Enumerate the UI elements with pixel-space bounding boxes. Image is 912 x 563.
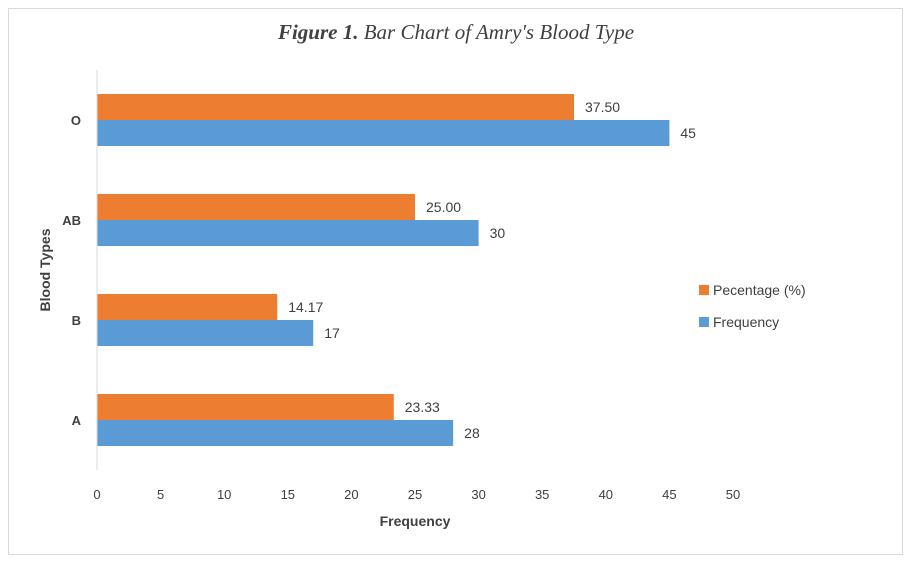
x-tick-label-5: 5: [157, 487, 164, 502]
bar-ab-frequency: [97, 220, 479, 246]
bar-o-percentage: [97, 94, 574, 120]
bars-group: [97, 94, 670, 446]
x-tick-label-20: 20: [344, 487, 358, 502]
x-tick-label-10: 10: [217, 487, 231, 502]
bar-ab-percentage: [97, 194, 415, 220]
bar-a-frequency: [97, 420, 454, 446]
x-tick-label-30: 30: [471, 487, 485, 502]
data-label-o-frequency: 45: [680, 125, 696, 141]
data-label-a-frequency: 28: [464, 425, 480, 441]
bar-o-frequency: [97, 120, 670, 146]
bar-b-frequency: [97, 320, 314, 346]
x-tick-label-15: 15: [281, 487, 295, 502]
legend-swatch-frequency: [699, 317, 709, 327]
y-axis-title: Blood Types: [37, 228, 53, 311]
category-label-b: B: [72, 313, 81, 328]
legend-swatch-percentage: [699, 285, 709, 295]
category-labels-group: O AB B A: [62, 113, 81, 428]
data-label-ab-percentage: 25.00: [426, 199, 461, 215]
tick-labels-group: 0 5 10 15 20 25 30 35 40 45 50: [93, 487, 740, 502]
legend: Pecentage (%) Frequency: [699, 282, 806, 330]
x-tick-label-50: 50: [726, 487, 740, 502]
bar-a-percentage: [97, 394, 394, 420]
data-label-b-frequency: 17: [324, 325, 340, 341]
chart-title: Figure 1. Bar Chart of Amry's Blood Type: [0, 20, 912, 45]
data-label-ab-frequency: 30: [490, 225, 506, 241]
data-label-b-percentage: 14.17: [288, 299, 323, 315]
bar-b-percentage: [97, 294, 278, 320]
category-label-o: O: [71, 113, 81, 128]
legend-label-percentage: Pecentage (%): [713, 282, 806, 298]
chart-title-rest: Bar Chart of Amry's Blood Type: [358, 20, 635, 44]
category-label-a: A: [72, 413, 82, 428]
chart-title-bold: Figure 1.: [277, 20, 359, 44]
x-tick-label-40: 40: [599, 487, 613, 502]
data-label-o-percentage: 37.50: [585, 99, 620, 115]
x-tick-label-25: 25: [408, 487, 422, 502]
x-axis-title: Frequency: [380, 513, 451, 529]
x-tick-label-0: 0: [93, 487, 100, 502]
x-tick-label-45: 45: [662, 487, 676, 502]
legend-label-frequency: Frequency: [713, 314, 779, 330]
data-label-a-percentage: 23.33: [405, 399, 440, 415]
category-label-ab: AB: [62, 213, 81, 228]
x-tick-label-35: 35: [535, 487, 549, 502]
